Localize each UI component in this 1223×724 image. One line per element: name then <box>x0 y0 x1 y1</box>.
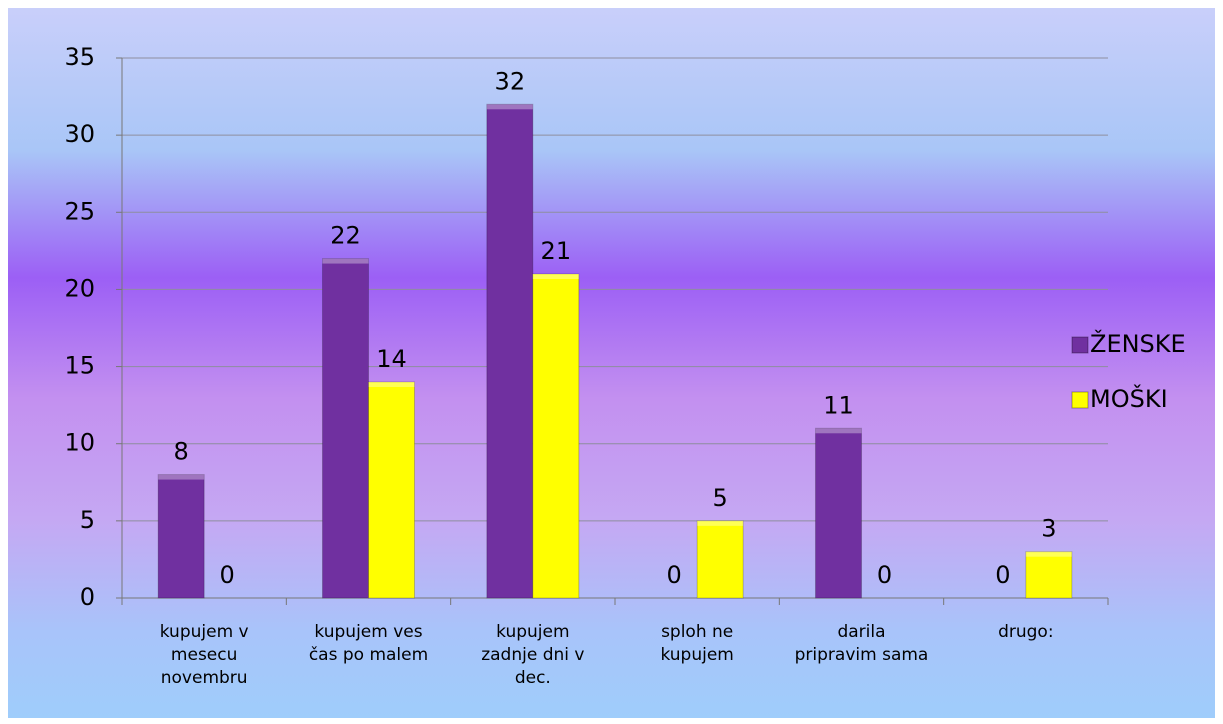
value-label: 8 <box>174 438 189 466</box>
x-tick-label: kupujem ves čas po malem <box>309 622 428 665</box>
chart-background <box>8 8 1215 718</box>
bar-top <box>368 382 415 387</box>
bar-top <box>815 428 862 434</box>
x-tick-label: kupujem zadnje dni v dec. <box>481 622 584 688</box>
bar-top <box>1025 551 1072 557</box>
bar <box>368 381 415 599</box>
value-label: 0 <box>995 561 1010 589</box>
bar <box>157 474 205 599</box>
bar-top <box>697 520 744 526</box>
value-label: 0 <box>220 561 235 589</box>
x-tick-label-line: zadnje dni v <box>481 645 584 665</box>
value-label: 3 <box>1041 515 1056 543</box>
y-tick-label: 25 <box>64 197 95 225</box>
bar <box>532 273 580 599</box>
y-tick-label: 20 <box>64 274 95 302</box>
x-tick-label-line: kupujem <box>660 645 733 665</box>
value-label: 21 <box>541 237 572 265</box>
y-tick-label: 30 <box>64 120 95 148</box>
bar <box>322 258 369 599</box>
x-tick-label-line: kupujem v <box>160 622 249 642</box>
y-tick-label: 10 <box>64 429 95 457</box>
x-tick-label-line: drugo: <box>998 622 1053 642</box>
x-tick-label-line: kupujem ves <box>314 622 422 642</box>
x-tick-label-line: dec. <box>515 668 551 688</box>
value-label: 22 <box>330 222 361 250</box>
x-tick-label: kupujem v mesecu novembru <box>160 622 249 688</box>
value-label: 32 <box>495 67 526 95</box>
x-tick-label: sploh ne kupujem <box>660 622 733 665</box>
bar <box>815 427 862 599</box>
value-label: 0 <box>667 561 682 589</box>
bar <box>1025 551 1073 599</box>
x-tick-label-line: novembru <box>161 668 248 688</box>
legend-label: MOŠKI <box>1090 383 1168 413</box>
x-tick-label-line: mesecu <box>171 645 237 665</box>
value-label: 11 <box>823 391 854 419</box>
x-tick-label: darila pripravim sama <box>795 622 929 665</box>
y-tick-label: 0 <box>80 583 95 611</box>
bar <box>486 103 534 599</box>
value-label: 0 <box>877 561 892 589</box>
x-tick-label-line: čas po malem <box>309 645 428 665</box>
x-tick-label-line: darila <box>837 622 885 642</box>
y-tick-label: 15 <box>64 352 95 380</box>
x-tick-label-line: kupujem <box>496 622 569 642</box>
x-tick-label-line: pripravim sama <box>795 645 929 665</box>
x-tick-label: drugo: <box>998 622 1053 642</box>
legend-label: ŽENSKE <box>1090 329 1186 358</box>
bar-top <box>486 104 533 110</box>
bar-top <box>322 258 369 264</box>
bar <box>696 520 744 599</box>
bar-top <box>158 474 205 480</box>
value-label: 14 <box>376 345 407 373</box>
value-label: 5 <box>713 484 728 512</box>
legend-swatch <box>1071 391 1089 409</box>
legend-swatch <box>1071 336 1089 354</box>
y-tick-label: 35 <box>64 43 95 71</box>
y-tick-label: 5 <box>80 506 95 534</box>
x-tick-label-line: sploh ne <box>661 622 733 642</box>
bar-top <box>532 274 579 279</box>
